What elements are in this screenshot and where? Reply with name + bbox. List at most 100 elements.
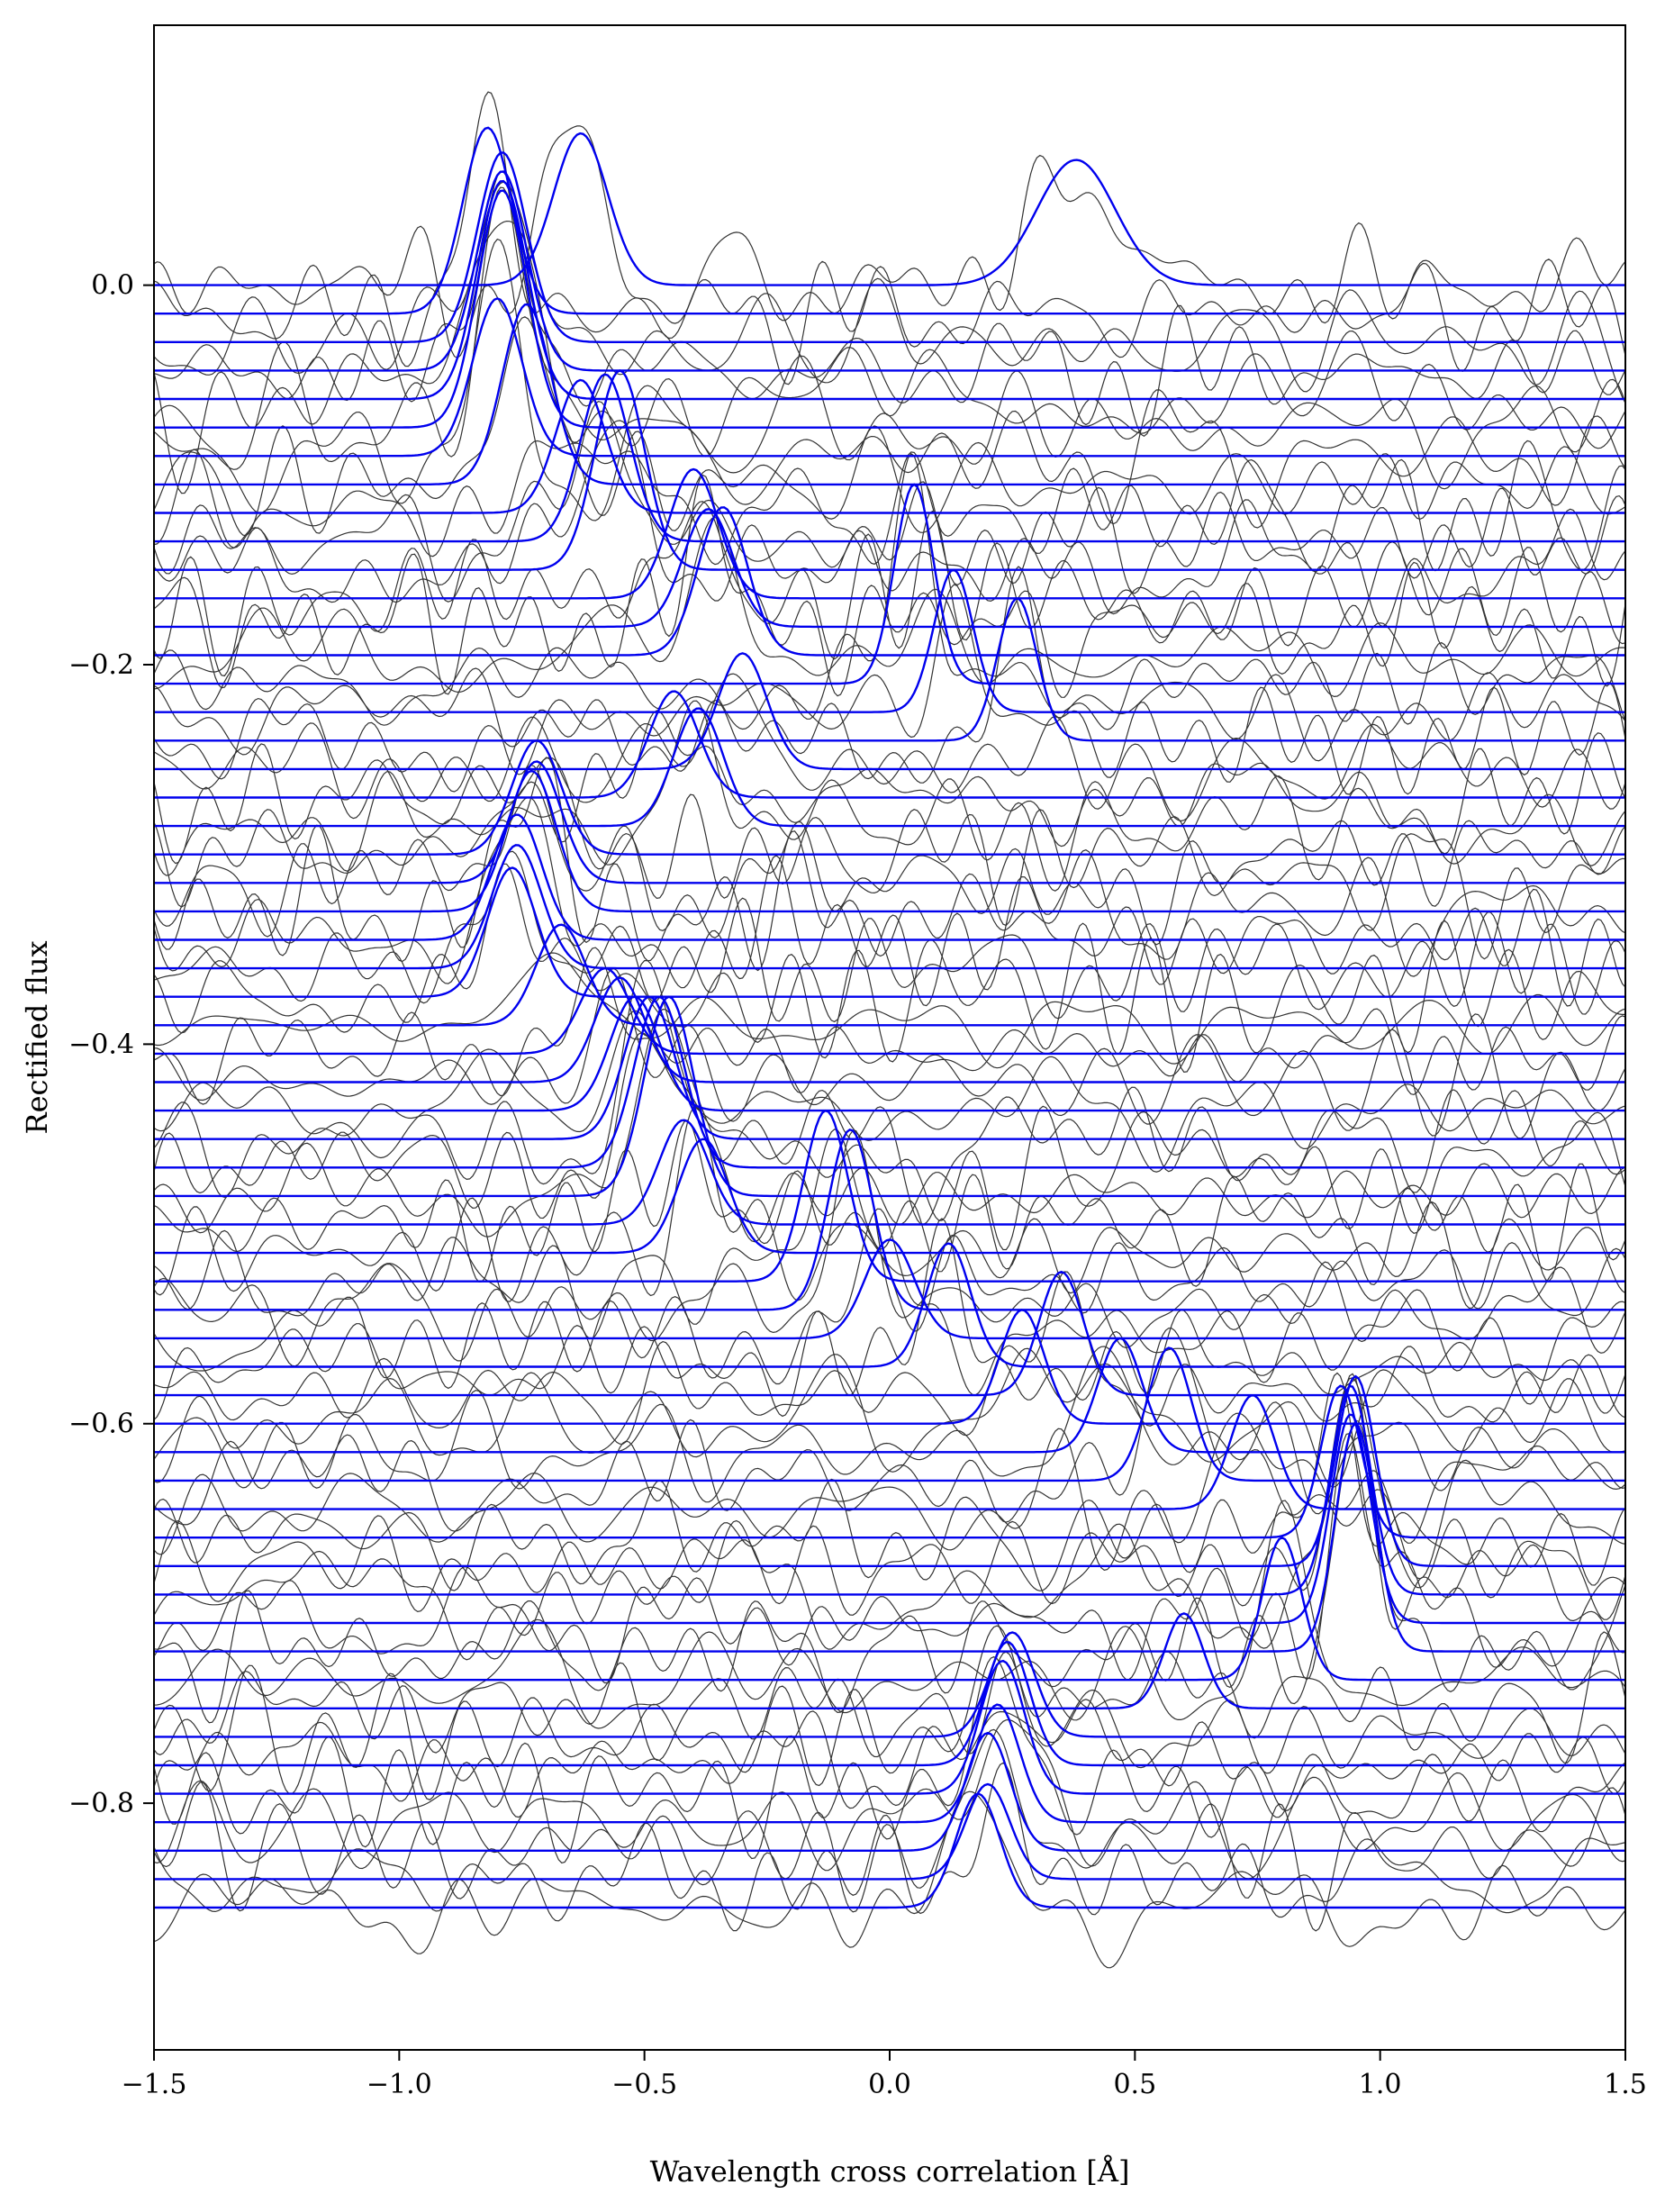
gaussian-fit-line-26 xyxy=(154,923,1625,1027)
observed-spectrum-line-25 xyxy=(154,863,1625,1073)
observed-spectrum-line-24 xyxy=(154,850,1625,1023)
observed-spectrum-line-46 xyxy=(154,1373,1625,1661)
y-axis-label: Rectified flux xyxy=(20,941,54,1135)
gaussian-fit-line-39 xyxy=(154,1270,1625,1397)
observed-spectrum-line-3 xyxy=(154,170,1625,438)
observed-spectrum-line-32 xyxy=(154,1008,1625,1243)
observed-spectrum-line-34 xyxy=(154,1106,1625,1310)
observed-spectrum-line-55 xyxy=(154,1728,1625,1932)
gaussian-fit-line-8 xyxy=(154,378,1625,514)
observed-spectrum-line-52 xyxy=(154,1699,1625,1818)
gaussian-fit-line-5 xyxy=(154,189,1625,429)
gaussian-fit-line-36 xyxy=(154,1128,1625,1311)
gaussian-fit-line-2 xyxy=(154,151,1625,343)
observed-spectrum-line-7 xyxy=(154,316,1625,537)
observed-spectrum-line-38 xyxy=(154,1218,1625,1420)
gaussian-fit-line-49 xyxy=(154,1536,1625,1682)
y-axis-ticks: 0.0 −0.2 −0.4 −0.6 −0.8 xyxy=(68,270,154,1819)
gaussian-fit-line-19 xyxy=(154,707,1625,828)
gaussian-fit-line-38 xyxy=(154,1242,1625,1368)
observed-spectrum-line-15 xyxy=(154,584,1625,775)
gaussian-fit-line-23 xyxy=(154,813,1625,941)
gaussian-fit-line-55 xyxy=(154,1731,1625,1852)
x-tick-label: 0.5 xyxy=(1113,2069,1156,2100)
gaussian-fit-line-35 xyxy=(154,1109,1625,1283)
gaussian-fit-line-53 xyxy=(154,1659,1625,1795)
observed-spectrum-line-31 xyxy=(154,1032,1625,1251)
x-tick-label: −0.5 xyxy=(611,2069,677,2100)
gaussian-fit-line-1 xyxy=(154,126,1625,315)
gaussian-fit-line-50 xyxy=(154,1612,1625,1709)
y-tick-label: −0.2 xyxy=(68,649,134,681)
observed-spectrum-line-1 xyxy=(154,91,1625,385)
observed-spectrum-line-5 xyxy=(154,186,1625,490)
gaussian-fit-line-25 xyxy=(154,866,1625,998)
x-tick-label: −1.0 xyxy=(366,2069,432,2100)
observed-spectrum-line-54 xyxy=(154,1718,1625,1880)
observed-spectrum-line-26 xyxy=(154,952,1625,1069)
gaussian-fit-line-6 xyxy=(154,297,1625,458)
observed-spectrum-line-51 xyxy=(154,1625,1625,1800)
gaussian-fit-line-15 xyxy=(154,568,1625,713)
observed-spectrum-line-29 xyxy=(154,1010,1625,1173)
gaussian-fit-line-4 xyxy=(154,179,1625,401)
gaussian-fit-line-48 xyxy=(154,1422,1625,1653)
gaussian-fit-line-24 xyxy=(154,844,1625,970)
gaussian-fit-line-40 xyxy=(154,1309,1625,1425)
observed-spectrum-line-19 xyxy=(154,700,1625,892)
observed-spectrum-line-23 xyxy=(154,796,1625,1007)
observed-spectrum-line-22 xyxy=(154,757,1625,977)
y-tick-label: −0.6 xyxy=(68,1409,134,1440)
gaussian-fit-line-29 xyxy=(154,995,1625,1112)
gaussian-fit-line-21 xyxy=(154,760,1625,884)
gaussian-fit-line-37 xyxy=(154,1238,1625,1340)
observed-spectrum-line-28 xyxy=(154,967,1625,1139)
gaussian-fit-line-34 xyxy=(154,1138,1625,1255)
x-tick-label: 1.5 xyxy=(1604,2069,1647,2100)
x-axis-label: Wavelength cross correlation [Å] xyxy=(650,2154,1130,2189)
gaussian-fit-line-33 xyxy=(154,1119,1625,1226)
observed-spectrum-line-20 xyxy=(154,757,1625,927)
gaussian-fit-line-51 xyxy=(154,1631,1625,1738)
gaussian-fit-line-44 xyxy=(154,1384,1625,1539)
gaussian-fit-layer xyxy=(154,126,1625,1909)
y-tick-label: −0.4 xyxy=(68,1029,134,1060)
gaussian-fit-line-14 xyxy=(154,483,1625,685)
observed-spectrum-line-57 xyxy=(154,1790,1625,1969)
observed-spectrum-line-45 xyxy=(154,1377,1625,1620)
gaussian-fit-line-13 xyxy=(154,506,1625,657)
x-tick-label: −1.5 xyxy=(122,2069,187,2100)
gaussian-fit-line-3 xyxy=(154,170,1625,372)
gaussian-fit-line-17 xyxy=(154,652,1625,771)
observed-spectrum-line-8 xyxy=(154,440,1625,573)
observed-spectrum-line-17 xyxy=(154,673,1625,822)
observed-spectrum-line-39 xyxy=(154,1271,1625,1445)
observed-spectrum-line-47 xyxy=(154,1433,1625,1684)
gaussian-fit-line-52 xyxy=(154,1640,1625,1767)
gaussian-fit-line-0 xyxy=(154,131,1625,286)
observed-spectrum-line-37 xyxy=(154,1208,1625,1405)
gaussian-fit-line-10 xyxy=(154,369,1625,571)
observed-spectrum-line-18 xyxy=(154,710,1625,865)
gaussian-fit-line-7 xyxy=(154,303,1625,486)
gaussian-fit-line-27 xyxy=(154,966,1625,1056)
gaussian-fit-line-18 xyxy=(154,690,1625,799)
observed-spectrum-line-48 xyxy=(154,1419,1625,1724)
gaussian-fit-line-54 xyxy=(154,1703,1625,1824)
gaussian-fit-line-31 xyxy=(154,995,1625,1169)
gaussian-fit-line-12 xyxy=(154,508,1625,629)
plot-frame xyxy=(153,24,1626,2051)
observed-spectrum-line-0 xyxy=(154,125,1625,359)
observed-spectrum-line-21 xyxy=(154,764,1625,960)
gaussian-fit-line-43 xyxy=(154,1394,1625,1510)
gaussian-fit-line-22 xyxy=(154,769,1625,913)
x-tick-label: 1.0 xyxy=(1359,2069,1402,2100)
observed-spectra-layer xyxy=(154,91,1625,1969)
gaussian-fit-line-9 xyxy=(154,373,1625,543)
observed-spectrum-line-27 xyxy=(154,947,1625,1105)
gaussian-fit-line-28 xyxy=(154,976,1625,1083)
observed-spectrum-line-16 xyxy=(154,566,1625,795)
gaussian-fit-line-16 xyxy=(154,597,1625,742)
